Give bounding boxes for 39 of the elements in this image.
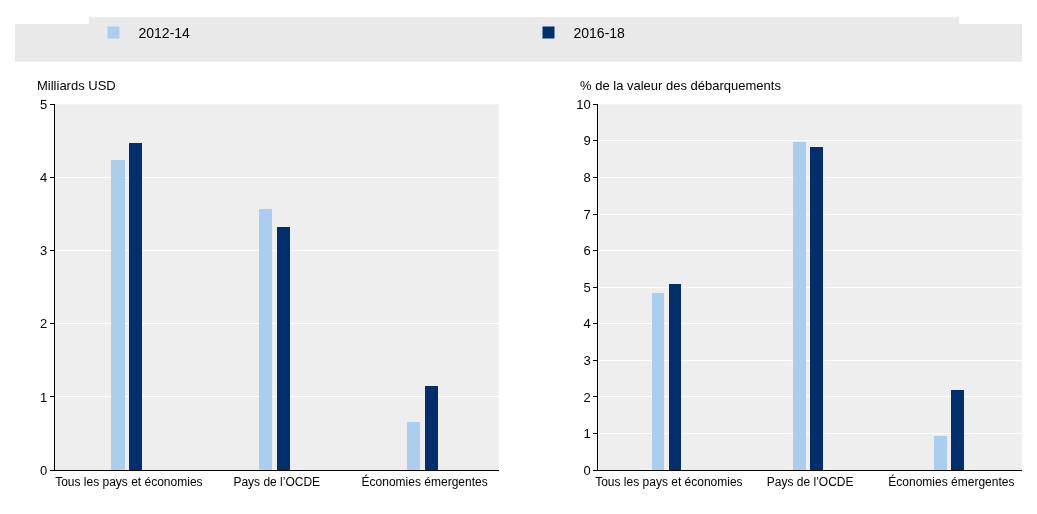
x-tick-label: Tous les pays et économies	[595, 474, 743, 489]
bar	[951, 390, 965, 471]
y-tick-label: 10	[576, 96, 591, 112]
x-tick-label: Pays de l’OCDE	[766, 474, 854, 489]
y-tick-label: 5	[583, 279, 591, 295]
bar	[276, 227, 290, 471]
y-tick-label: 8	[583, 170, 591, 186]
bar	[669, 284, 682, 471]
y-tick-label: 5	[40, 96, 48, 112]
bar	[793, 142, 807, 471]
bar	[652, 293, 665, 471]
y-axis-title: Milliards USD	[37, 78, 116, 93]
y-tick-label: 6	[583, 243, 591, 259]
bar	[110, 160, 125, 471]
y-tick-label: 3	[583, 352, 591, 368]
x-tick-label: Pays de l’OCDE	[233, 474, 321, 489]
y-tick-label: 7	[583, 206, 591, 222]
bar	[934, 436, 948, 471]
y-tick-label: 1	[583, 426, 591, 442]
x-tick-label: Tous les pays et économies	[55, 474, 203, 489]
bar	[424, 386, 438, 471]
bar	[258, 209, 272, 471]
y-tick-label: 0	[583, 462, 591, 478]
y-tick-label: 9	[583, 133, 591, 149]
y-tick-label: 2	[40, 316, 48, 332]
x-tick-label: Économies émergentes	[888, 473, 1015, 489]
y-tick-label: 1	[40, 389, 48, 405]
y-tick-label: 2	[583, 389, 591, 405]
y-tick-label: 3	[40, 243, 48, 259]
bar	[128, 143, 142, 471]
legend-label: 2012-14	[138, 25, 191, 42]
y-axis-title: % de la valeur des débarquements	[580, 78, 782, 93]
y-tick-label: 0	[40, 462, 48, 478]
y-tick-label: 4	[583, 316, 591, 332]
bar	[406, 422, 420, 471]
x-tick-label: Économies émergentes	[361, 473, 488, 489]
bar	[810, 147, 824, 471]
y-tick-label: 4	[40, 170, 48, 186]
legend-label: 2016-18	[573, 25, 626, 42]
